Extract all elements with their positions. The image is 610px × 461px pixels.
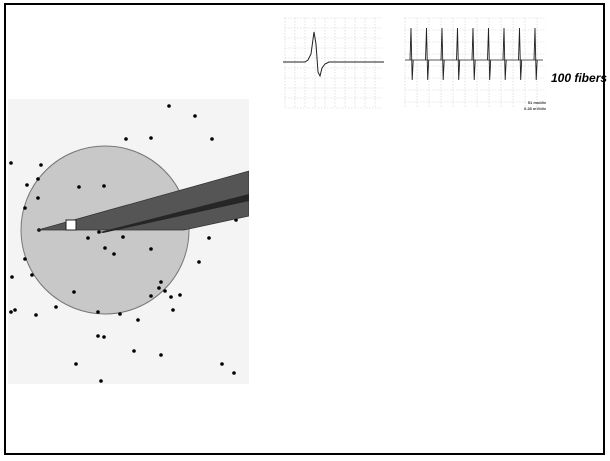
muscle-fiber [149,294,153,298]
recording-surface [65,219,77,231]
spike [440,27,445,81]
muscle-fiber [102,184,106,188]
spike [456,27,461,81]
muscle-fiber [193,114,197,118]
multi-fiber-trace-svg [404,17,545,108]
muscle-fiber [159,280,163,284]
spike [425,27,430,81]
muscle-fiber [178,293,182,297]
recording-grid [404,17,545,108]
needle-electrode-diagram [8,99,249,384]
muscle-fiber [74,362,78,366]
needle-core-wire [100,194,249,233]
muscle-fiber [167,104,171,108]
muscle-fiber [118,312,122,316]
amplitude-scale-label: 0.28 mV/div [523,106,546,111]
muscle-fiber [54,305,58,309]
spike [471,27,476,81]
muscle-fiber [99,379,103,383]
muscle-fiber [207,236,211,240]
muscle-fiber [159,353,163,357]
slide-frame [4,3,605,455]
muscle-fiber [97,230,101,234]
muscle-fiber [121,235,125,239]
spike [502,27,507,81]
muscle-fiber [96,310,100,314]
muscle-fiber [124,137,128,141]
muscle-fiber [210,137,214,141]
recording-grid [284,17,382,109]
spike-train [409,27,538,81]
muscle-fiber [171,308,175,312]
muscle-fiber [25,183,29,187]
muscle-fiber [112,252,116,256]
spike [533,27,538,81]
fiber-count-label: 100 fibers [551,71,608,85]
spike [518,27,523,81]
muscle-fiber [157,286,161,290]
multi-fiber-recording: 51 ms/div 0.28 mV/div [401,14,549,112]
muscle-fiber [96,334,100,338]
muscle-fiber [232,371,236,375]
muscle-fiber [132,349,136,353]
muscle-fiber [34,313,38,317]
muscle-fiber [23,206,27,210]
single-fiber-trace-svg [283,17,384,109]
muscle-fiber [30,273,34,277]
muscle-fiber [136,318,140,322]
muscle-fiber [220,362,224,366]
single-fiber-waveform [283,31,384,78]
muscle-fiber [23,257,27,261]
muscle-fiber [77,185,81,189]
single-fiber-recording [281,14,386,112]
spike [487,27,492,81]
muscle-fiber [102,335,106,339]
muscle-fiber [149,247,153,251]
muscle-fiber [9,310,13,314]
muscle-fiber [36,196,40,200]
muscle-fiber [169,295,173,299]
muscle-fiber [36,177,40,181]
muscle-fiber [86,236,90,240]
muscle-fiber [149,136,153,140]
muscle-fiber [163,289,167,293]
muscle-fibers [9,104,238,383]
muscle-fiber [39,163,43,167]
muscle-fiber [9,161,13,165]
muscle-fiber [197,260,201,264]
muscle-fiber [72,290,76,294]
time-scale-label: 51 ms/div [527,100,546,105]
muscle-fiber [13,308,17,312]
muscle-fiber [103,246,107,250]
muscle-fiber [10,275,14,279]
needle-electrode [37,170,249,231]
spike [409,27,414,81]
needle-diagram-svg [9,104,249,383]
